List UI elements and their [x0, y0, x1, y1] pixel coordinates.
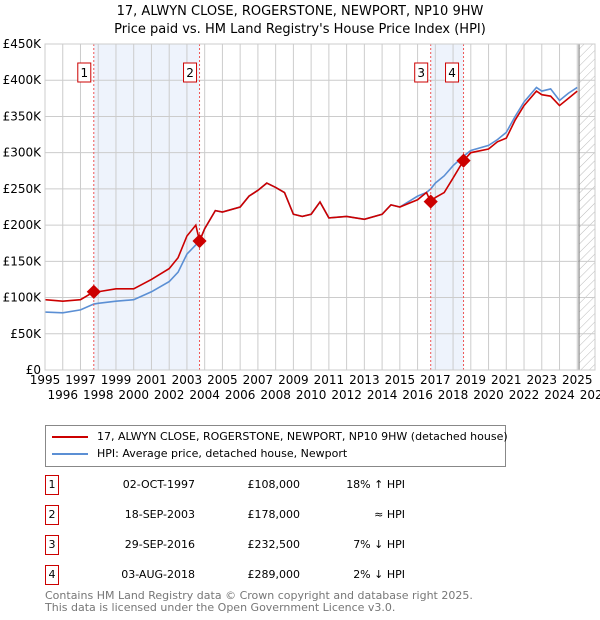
- legend-swatch: [52, 452, 88, 455]
- x-tick-label: 2003: [172, 373, 203, 387]
- x-tick-label: 2018: [438, 388, 469, 402]
- x-tick-label: 2026: [580, 388, 600, 402]
- sale-date: 18-SEP-2003: [124, 508, 195, 521]
- legend-swatch: [52, 435, 88, 438]
- sale-label-box: [183, 62, 198, 83]
- chart-subtitle: Price paid vs. HM Land Registry's House …: [114, 22, 486, 37]
- sale-point: [192, 233, 207, 249]
- plot-border: [44, 43, 596, 371]
- sale-marker-label: 4: [45, 565, 59, 585]
- sale-label: 3: [417, 66, 425, 80]
- sale-price: £232,500: [247, 538, 301, 551]
- x-tick-label: 2016: [402, 388, 433, 402]
- x-tick-label: 2001: [136, 373, 167, 387]
- sale-hpi-diff: 18% ↑ HPI: [346, 478, 405, 491]
- sale-label-box: [414, 62, 429, 83]
- sale-row: 4 03-AUG-2018 £289,000 2% ↓ HPI: [45, 565, 445, 585]
- y-tick-label: £150K: [3, 254, 43, 268]
- x-tick-label: 2014: [367, 388, 398, 402]
- sale-period-shade: [93, 44, 200, 370]
- sale-hpi-diff: 2% ↓ HPI: [353, 568, 405, 581]
- y-tick-label: £0: [26, 363, 41, 377]
- chart-title: 17, ALWYN CLOSE, ROGERSTONE, NEWPORT, NP…: [116, 4, 484, 19]
- x-tick-label: 2019: [456, 373, 487, 387]
- y-tick-label: £350K: [3, 109, 43, 123]
- sale-hpi-diff: ≈ HPI: [374, 508, 405, 521]
- x-tick-label: 1997: [65, 373, 96, 387]
- sale-hpi-diff: 7% ↓ HPI: [353, 538, 405, 551]
- sale-date: 03-AUG-2018: [121, 568, 195, 581]
- y-tick-label: £250K: [3, 182, 43, 196]
- sale-date: 29-SEP-2016: [124, 538, 195, 551]
- series-line-property: [44, 90, 578, 302]
- y-tick-label: £400K: [3, 73, 43, 87]
- x-tick-label: 1995: [30, 373, 61, 387]
- legend-item-hpi: HPI: Average price, detached house, Newp…: [52, 447, 347, 460]
- x-tick-label: 2010: [296, 388, 327, 402]
- sale-marker-label: 3: [45, 535, 59, 555]
- x-tick-label: 2004: [189, 388, 220, 402]
- y-tick-label: £200K: [3, 218, 43, 232]
- legend-label: 17, ALWYN CLOSE, ROGERSTONE, NEWPORT, NP…: [97, 430, 508, 443]
- sale-label: 2: [186, 66, 194, 80]
- x-tick-label: 2013: [349, 373, 380, 387]
- x-tick-label: 2020: [473, 388, 504, 402]
- plot-area: 1995199619971998199920002001200220032004…: [3, 37, 600, 402]
- x-tick-label: 2021: [491, 373, 522, 387]
- sale-point: [456, 153, 471, 168]
- sale-label-box: [77, 62, 92, 83]
- x-tick-label: 1998: [83, 388, 114, 402]
- sale-label: 1: [80, 66, 88, 80]
- y-tick-label: £450K: [3, 37, 43, 51]
- x-tick-label: 2009: [278, 373, 309, 387]
- x-tick-label: 2022: [509, 388, 540, 402]
- y-tick-label: £300K: [3, 146, 43, 160]
- sale-point: [423, 194, 438, 209]
- sale-period-shade: [430, 44, 464, 370]
- sale-price: £108,000: [247, 478, 301, 491]
- sale-label-box: [445, 62, 460, 83]
- x-tick-label: 1999: [101, 373, 132, 387]
- sale-price: £289,000: [247, 568, 301, 581]
- sale-row: 1 02-OCT-1997 £108,000 18% ↑ HPI: [45, 475, 445, 495]
- sale-point: [86, 284, 101, 299]
- sale-price: £178,000: [247, 508, 301, 521]
- x-tick-label: 2025: [562, 373, 593, 387]
- x-tick-label: 2012: [331, 388, 362, 402]
- y-tick-label: £50K: [10, 327, 42, 341]
- sale-label: 4: [448, 66, 456, 80]
- x-tick-label: 1996: [47, 388, 78, 402]
- legend: 17, ALWYN CLOSE, ROGERSTONE, NEWPORT, NP…: [45, 425, 508, 467]
- sale-row: 3 29-SEP-2016 £232,500 7% ↓ HPI: [45, 535, 445, 555]
- x-tick-label: 2011: [314, 373, 345, 387]
- footer-line: Contains HM Land Registry data © Crown c…: [45, 589, 473, 602]
- forecast-hatch: [579, 44, 595, 370]
- x-tick-label: 2023: [527, 373, 558, 387]
- legend-label: HPI: Average price, detached house, Newp…: [97, 447, 348, 460]
- x-tick-label: 2002: [154, 388, 185, 402]
- sale-marker-label: 2: [45, 505, 59, 525]
- x-tick-label: 2007: [243, 373, 274, 387]
- sale-marker-label: 1: [45, 475, 59, 495]
- y-tick-label: £100K: [3, 291, 43, 305]
- x-tick-label: 2006: [225, 388, 256, 402]
- x-tick-label: 2000: [118, 388, 149, 402]
- x-tick-label: 2017: [420, 373, 451, 387]
- footer: Contains HM Land Registry data © Crown c…: [45, 590, 473, 614]
- x-tick-label: 2008: [260, 388, 291, 402]
- x-tick-label: 2005: [207, 373, 238, 387]
- sale-date: 02-OCT-1997: [122, 478, 195, 491]
- sale-row: 2 18-SEP-2003 £178,000 ≈ HPI: [45, 505, 445, 525]
- x-tick-label: 2024: [544, 388, 575, 402]
- legend-item-property: 17, ALWYN CLOSE, ROGERSTONE, NEWPORT, NP…: [52, 430, 508, 443]
- x-tick-label: 2015: [385, 373, 416, 387]
- footer-line: This data is licensed under the Open Gov…: [45, 601, 396, 614]
